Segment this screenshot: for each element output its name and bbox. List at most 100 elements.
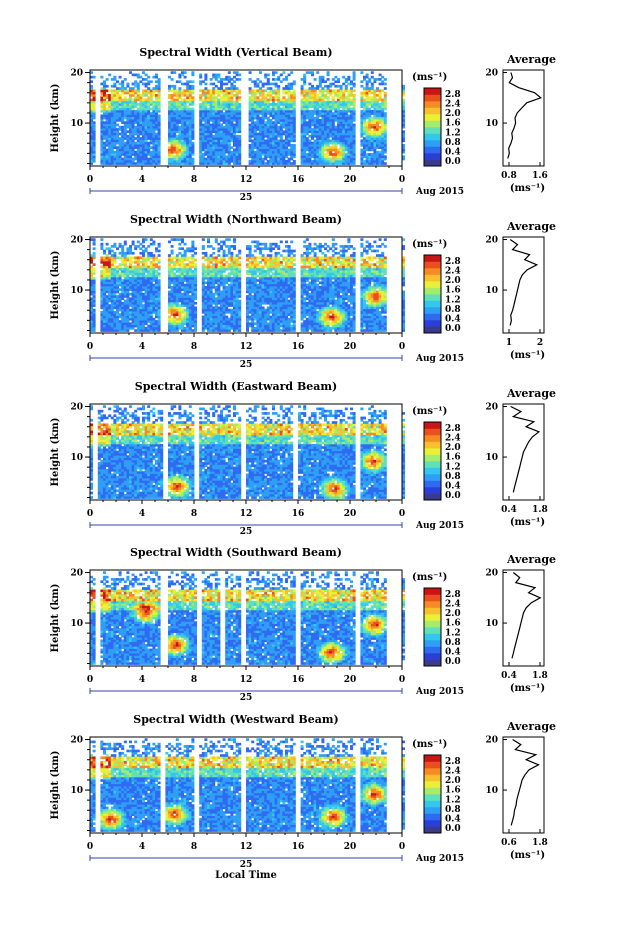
heatmap-cell (126, 134, 130, 138)
heatmap-cell (370, 162, 374, 165)
heatmap-cell (269, 91, 273, 95)
heatmap-cell (352, 132, 356, 136)
heatmap-cell (227, 96, 231, 99)
heatmap-cell (381, 98, 385, 102)
heatmap-cell (370, 84, 374, 88)
heatmap-cell (103, 87, 106, 90)
heatmap-cell (157, 258, 161, 262)
heatmap-cell (259, 132, 262, 136)
heatmap-cell (331, 96, 335, 99)
panel-title: Spectral Width (Vertical Beam) (139, 46, 332, 59)
heatmap-cell (152, 107, 156, 111)
heatmap-cell (147, 130, 151, 134)
heatmap-cell (347, 94, 351, 97)
heatmap-cell (329, 119, 333, 122)
heatmap-cell (152, 153, 156, 156)
heatmap-cell (90, 91, 93, 95)
heatmap-cell (142, 245, 145, 248)
heatmap-cell (175, 322, 179, 326)
heatmap-cell (175, 125, 179, 129)
heatmap-cell (142, 279, 145, 282)
heatmap-cell (110, 292, 114, 296)
heatmap-cell (173, 98, 177, 102)
heatmap-cell (235, 141, 239, 145)
heatmap-cell (225, 114, 229, 118)
heatmap-cell (136, 89, 140, 93)
heatmap-cell (139, 274, 143, 278)
heatmap-cell (152, 256, 156, 260)
heatmap-cell (329, 141, 333, 145)
heatmap-cell (266, 98, 270, 102)
heatmap-cell (113, 270, 117, 273)
heatmap-cell (324, 94, 327, 97)
x-tick-label: 16 (292, 175, 305, 185)
heatmap-cell (181, 123, 184, 127)
heatmap-cell (376, 137, 379, 140)
heatmap-cell (136, 91, 140, 95)
heatmap-cell (282, 119, 286, 122)
heatmap-cell (212, 73, 216, 77)
heatmap-cell (300, 144, 304, 147)
heatmap-cell (217, 315, 221, 319)
heatmap-cell (313, 116, 317, 120)
heatmap-cell (300, 121, 304, 124)
heatmap-cell (183, 157, 187, 161)
heatmap-cell (300, 148, 304, 152)
heatmap-cell (352, 75, 356, 79)
heatmap-cell (381, 137, 385, 140)
heatmap-cell (212, 125, 216, 129)
heatmap-cell (186, 311, 190, 314)
heatmap-cell (207, 279, 210, 282)
heatmap-cell (90, 329, 93, 332)
heatmap-cell (381, 144, 385, 147)
heatmap-cell (368, 134, 372, 138)
heatmap-cell (313, 107, 317, 111)
heatmap-cell (274, 162, 278, 165)
heatmap-cell (105, 258, 109, 262)
heatmap-cell (326, 91, 330, 95)
heatmap-cell (217, 137, 221, 140)
heatmap-cell (92, 159, 96, 163)
heatmap-cell (285, 150, 288, 154)
heatmap-cell (123, 272, 127, 276)
heatmap-cell (149, 304, 153, 307)
heatmap-cell (373, 141, 377, 145)
heatmap-cell (139, 105, 143, 109)
heatmap-cell (259, 103, 262, 106)
heatmap-cell (142, 304, 145, 307)
heatmap-cell (186, 84, 190, 88)
heatmap-cell (261, 84, 265, 88)
heatmap-cell (238, 155, 242, 159)
heatmap-cell (402, 125, 405, 129)
heatmap-cell (321, 148, 325, 152)
heatmap-cell (186, 270, 190, 273)
heatmap-cell (116, 326, 119, 330)
heatmap-cell (238, 128, 242, 131)
heatmap-cell (110, 130, 114, 134)
heatmap-cell (134, 91, 138, 95)
heatmap-cell (256, 121, 260, 124)
heatmap-cell (139, 251, 143, 255)
heatmap-cell (313, 162, 317, 165)
heatmap-cell (207, 134, 210, 138)
heatmap-cell (207, 240, 210, 244)
heatmap-cell (147, 245, 151, 248)
heatmap-cell (201, 107, 205, 111)
heatmap-cell (253, 89, 257, 93)
heatmap-cell (157, 267, 161, 271)
heatmap-cell (121, 98, 125, 102)
heatmap-cell (191, 270, 195, 273)
heatmap-cell (274, 82, 278, 86)
heatmap-cell (178, 137, 182, 140)
heatmap-cell (209, 286, 213, 289)
heatmap-cell (329, 94, 333, 97)
heatmap-cell (259, 89, 262, 93)
heatmap-cell (90, 148, 93, 152)
heatmap-cell (342, 146, 346, 149)
heatmap-cell (209, 329, 213, 332)
heatmap-cell (103, 98, 106, 102)
heatmap-cell (113, 114, 117, 118)
heatmap-cell (181, 270, 184, 273)
heatmap-cell (178, 283, 182, 287)
heatmap-cell (168, 112, 171, 115)
